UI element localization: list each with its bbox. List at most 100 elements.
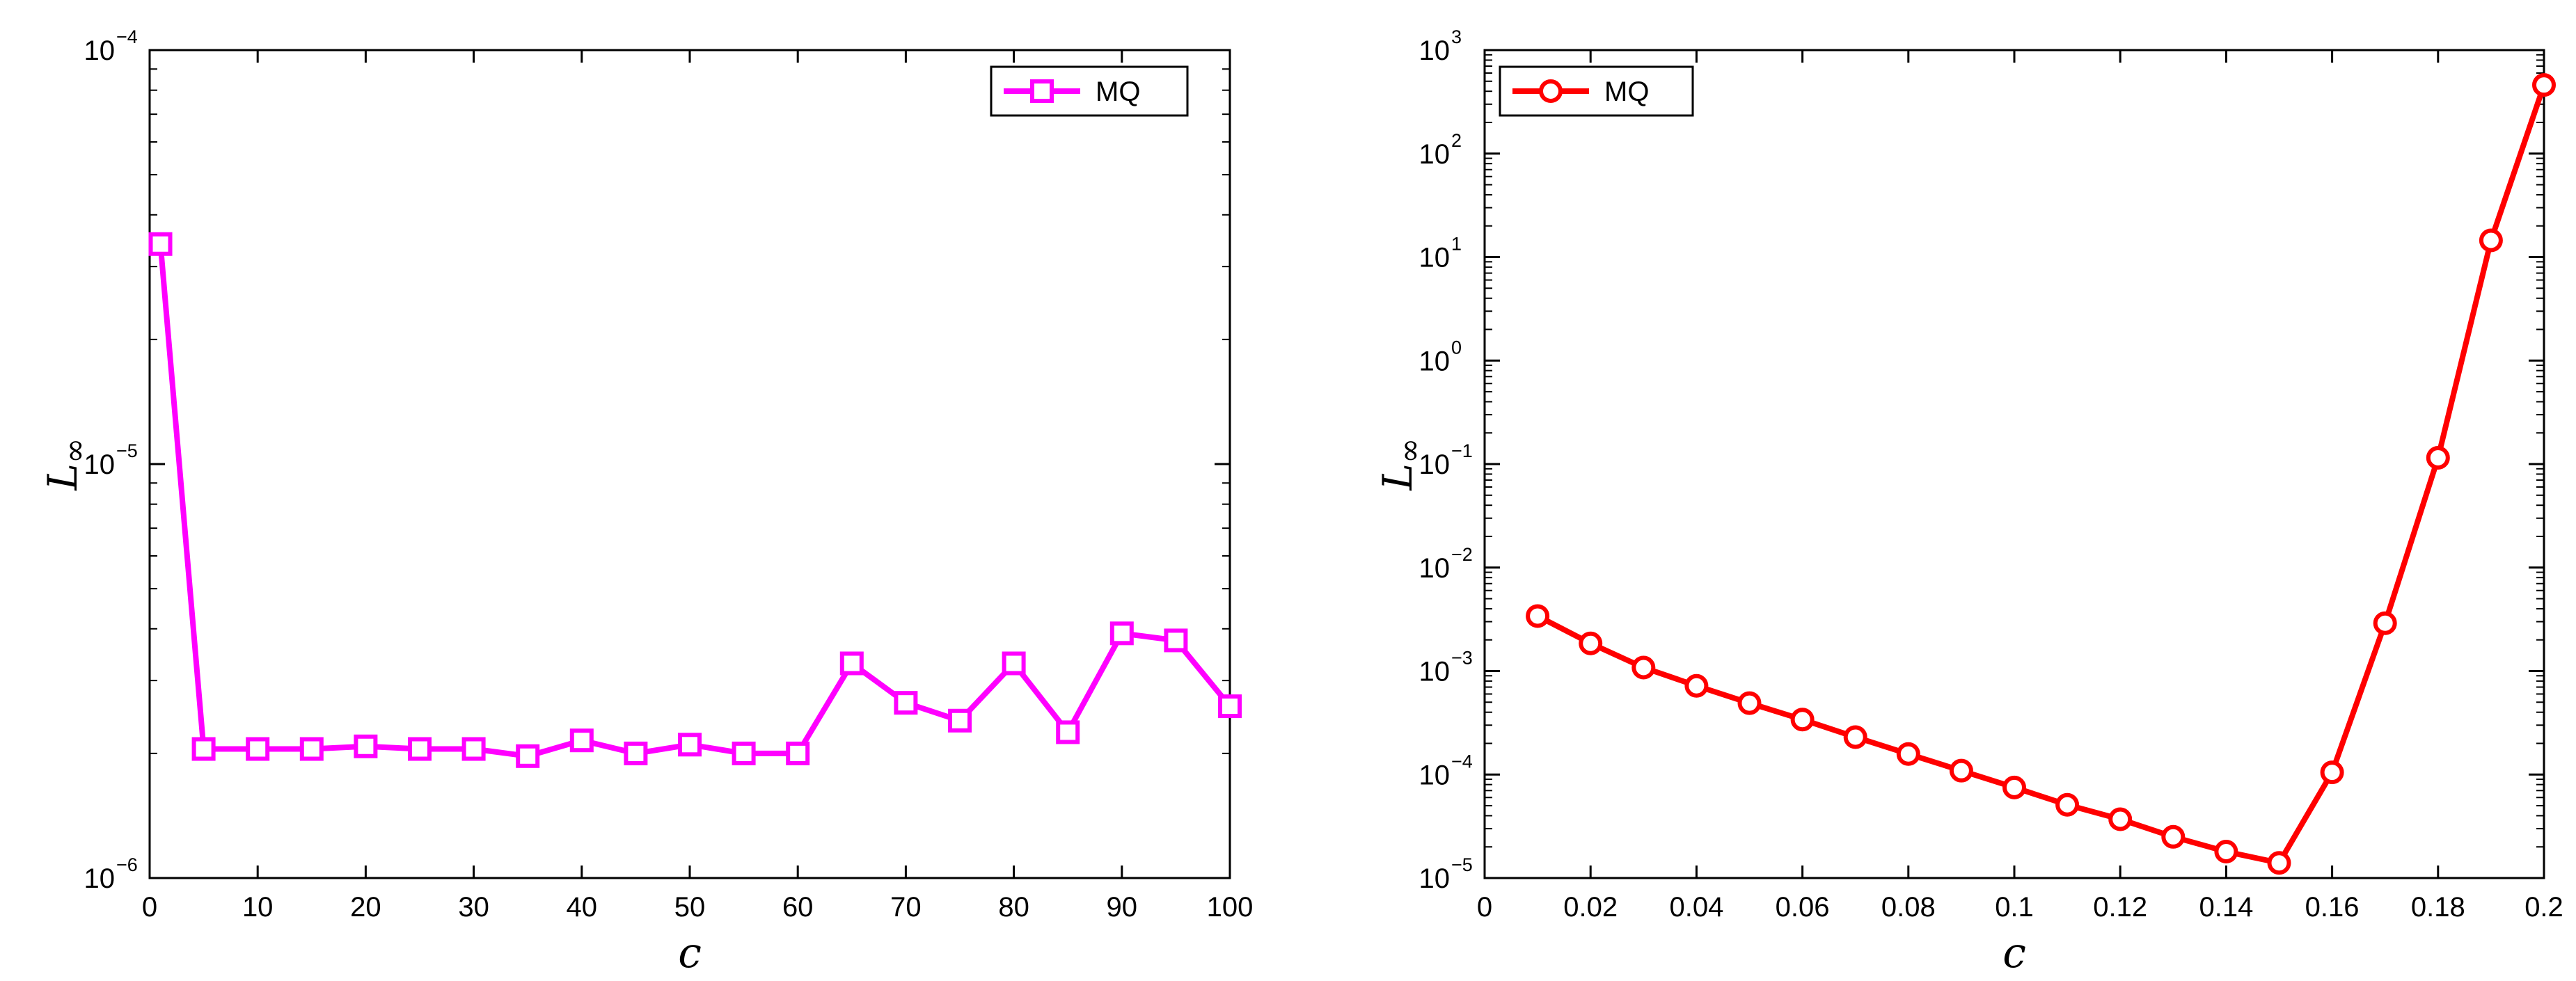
data-point xyxy=(2267,851,2291,875)
data-point xyxy=(1526,604,1550,628)
y-tick-exponent: −1 xyxy=(1451,440,1473,461)
x-tick-label: 60 xyxy=(782,892,814,923)
legend-marker xyxy=(1030,79,1054,103)
data-point xyxy=(894,691,918,715)
x-tick-label: 70 xyxy=(890,892,922,923)
data-point xyxy=(948,708,972,733)
y-tick-exponent: 2 xyxy=(1451,130,1462,151)
data-point xyxy=(1002,651,1026,676)
data-point xyxy=(732,741,756,765)
y-axis-label-main: L xyxy=(39,463,86,491)
x-tick-label: 0.1 xyxy=(1995,892,2034,923)
data-point xyxy=(786,741,810,765)
data-point xyxy=(2426,445,2450,470)
y-tick-exponent: −4 xyxy=(116,26,138,47)
y-tick-label: 10 xyxy=(1419,657,1451,687)
data-point xyxy=(191,737,216,761)
legend-label: MQ xyxy=(1604,77,1649,107)
data-point xyxy=(1843,725,1867,749)
legend-marker xyxy=(1539,79,1563,103)
y-tick-exponent: −3 xyxy=(1451,648,1473,669)
x-tick-label: 80 xyxy=(998,892,1029,923)
x-axis-label: c xyxy=(678,929,702,978)
y-axis-label-subscript: ∞ xyxy=(1392,438,1428,463)
x-tick-label: 0.12 xyxy=(2093,892,2147,923)
data-point xyxy=(2532,73,2556,97)
data-point xyxy=(246,737,270,761)
x-tick-label: 30 xyxy=(458,892,489,923)
y-tick-exponent: 1 xyxy=(1451,234,1462,255)
y-axis-label: L∞ xyxy=(1374,438,1428,490)
data-point xyxy=(2055,792,2080,817)
y-tick-exponent: −5 xyxy=(1451,854,1473,875)
data-point xyxy=(1579,631,1603,655)
y-tick-label: 10 xyxy=(1419,760,1451,790)
x-tick-label: 90 xyxy=(1107,892,1138,923)
data-point xyxy=(1737,691,1762,715)
data-point xyxy=(2373,611,2397,635)
x-tick-label: 20 xyxy=(350,892,381,923)
x-tick-label: 0.08 xyxy=(1881,892,1936,923)
data-point xyxy=(148,232,173,256)
data-point xyxy=(299,737,324,761)
data-point xyxy=(2320,760,2344,785)
y-tick-label: 10 xyxy=(84,863,116,894)
data-point xyxy=(678,733,702,757)
data-point xyxy=(1949,758,1973,783)
y-tick-label: 10 xyxy=(1419,35,1451,66)
x-tick-label: 10 xyxy=(242,892,274,923)
data-point xyxy=(2108,807,2133,831)
y-tick-exponent: −6 xyxy=(116,854,138,875)
plot-area xyxy=(1483,49,2545,879)
data-point xyxy=(1684,673,1709,698)
x-tick-label: 0.2 xyxy=(2524,892,2563,923)
chart-right: 0 0.02 0.04 0.06 0.08 0.1 0.12 0.14 0.16 0.18 0.2 1… xyxy=(1374,26,2563,978)
y-tick-exponent: 0 xyxy=(1451,337,1462,358)
legend-label: MQ xyxy=(1096,77,1140,107)
data-point xyxy=(2161,824,2186,849)
y-tick-exponent: −4 xyxy=(1451,751,1473,772)
data-point xyxy=(2214,840,2238,864)
data-point xyxy=(2002,775,2026,799)
y-axis-label-main: L xyxy=(1374,463,1421,491)
y-tick-exponent: 3 xyxy=(1451,26,1462,47)
x-tick-label: 0.02 xyxy=(1563,892,1618,923)
data-point xyxy=(354,734,378,758)
y-axis-label-subscript: ∞ xyxy=(57,438,93,463)
y-axis-label: L∞ xyxy=(39,438,93,490)
y-tick-label: 10 xyxy=(84,35,116,66)
x-tick-label: 0.18 xyxy=(2411,892,2465,923)
y-tick-label: 10 xyxy=(1419,449,1451,480)
data-point xyxy=(2479,228,2503,253)
x-axis-label: c xyxy=(2002,929,2026,978)
y-tick-label: 10 xyxy=(84,449,116,480)
y-tick-label: 10 xyxy=(1419,346,1451,376)
data-point xyxy=(624,741,648,765)
x-tick-label: 0.04 xyxy=(1669,892,1723,923)
x-tick-label: 0.06 xyxy=(1776,892,1830,923)
data-point xyxy=(408,737,432,761)
y-tick-label: 10 xyxy=(1419,553,1451,584)
data-point xyxy=(1631,655,1656,680)
data-point xyxy=(461,737,486,761)
data-point xyxy=(1218,694,1242,719)
x-tick-label: 50 xyxy=(674,892,706,923)
data-point xyxy=(1056,720,1080,744)
y-tick-label: 10 xyxy=(1419,863,1451,894)
y-tick-label: 10 xyxy=(1419,139,1451,170)
y-tick-exponent: −5 xyxy=(116,440,138,461)
y-tick-label: 10 xyxy=(1419,243,1451,273)
x-tick-label: 100 xyxy=(1207,892,1254,923)
data-point xyxy=(839,651,864,676)
data-point xyxy=(1790,708,1815,732)
data-point xyxy=(516,744,540,768)
data-point xyxy=(1164,628,1188,653)
x-tick-label: 0.16 xyxy=(2305,892,2360,923)
x-tick-label: 0 xyxy=(1477,892,1492,923)
x-tick-label: 0 xyxy=(142,892,157,923)
data-point xyxy=(569,728,594,753)
data-point xyxy=(1896,742,1920,766)
data-point xyxy=(1109,621,1134,646)
